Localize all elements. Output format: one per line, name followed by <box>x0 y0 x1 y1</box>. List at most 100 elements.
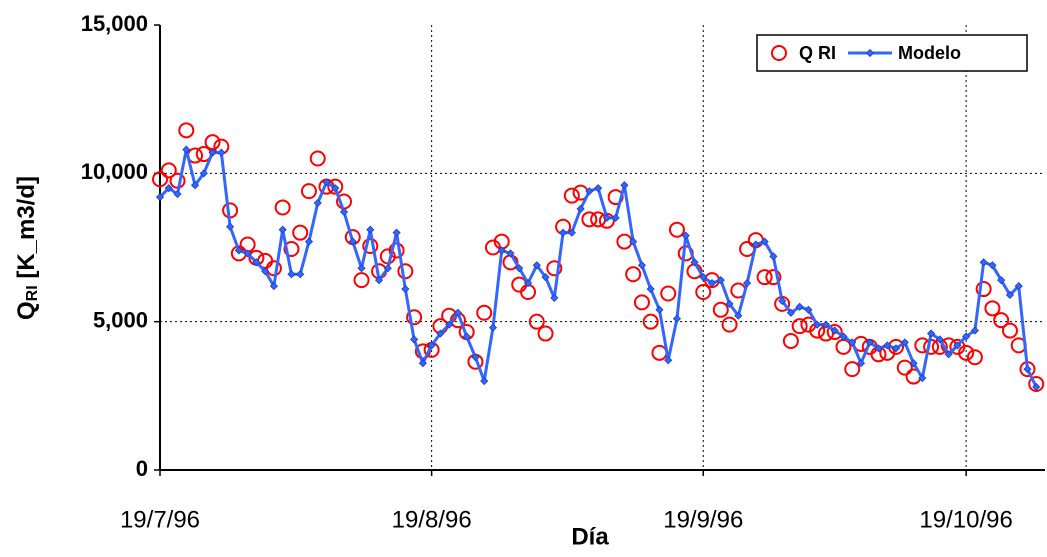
data-point <box>261 267 270 276</box>
data-point <box>546 260 563 277</box>
data-point <box>958 344 975 361</box>
data-point <box>388 242 405 259</box>
data-point <box>397 263 414 280</box>
data-point <box>576 204 585 213</box>
data-point <box>480 376 489 386</box>
data-point <box>559 228 568 237</box>
data-point <box>848 338 857 347</box>
data-point <box>681 231 690 240</box>
data-point <box>918 373 927 383</box>
data-point <box>984 300 1001 317</box>
data-point <box>953 341 962 350</box>
y-title-sub: RI <box>24 285 41 301</box>
data-point <box>699 273 708 282</box>
data-point <box>804 305 813 314</box>
data-point <box>199 169 208 178</box>
data-point <box>208 148 217 157</box>
data-point <box>975 281 992 298</box>
data-point <box>252 258 261 267</box>
data-point <box>523 279 533 288</box>
data-point <box>883 341 892 350</box>
data-point <box>839 332 848 341</box>
data-point <box>445 320 454 329</box>
data-point <box>637 261 646 270</box>
data-point <box>844 361 861 378</box>
data-point <box>993 312 1010 329</box>
legend-label: Modelo <box>898 43 961 63</box>
data-point <box>217 148 226 157</box>
data-point <box>348 237 357 246</box>
data-point <box>296 270 305 279</box>
data-point <box>541 273 550 282</box>
data-point <box>668 221 685 238</box>
data-point <box>292 224 309 241</box>
data-point <box>278 225 287 234</box>
data-point <box>970 326 979 335</box>
data-point <box>182 145 191 154</box>
data-point <box>629 237 638 246</box>
data-point <box>826 324 843 341</box>
data-point <box>190 181 200 190</box>
data-point <box>891 344 901 353</box>
data-point <box>927 329 936 338</box>
data-point <box>283 240 300 257</box>
data-point <box>760 237 769 246</box>
data-point <box>633 294 650 311</box>
data-point <box>406 309 423 326</box>
data-point <box>874 344 883 353</box>
data-point <box>471 353 480 362</box>
data-point <box>304 237 314 246</box>
data-point <box>152 171 168 188</box>
data-point <box>966 349 983 366</box>
data-point <box>331 184 340 193</box>
data-point <box>642 313 659 330</box>
data-point <box>716 276 725 285</box>
data-point <box>265 260 282 277</box>
data-point <box>357 264 366 273</box>
data-point <box>563 187 580 204</box>
data-point <box>155 193 165 202</box>
data-point <box>392 228 401 237</box>
data-point <box>743 279 752 288</box>
data-point <box>362 238 379 255</box>
y-tick-label: 10,000 <box>81 159 148 184</box>
data-point <box>585 187 594 196</box>
x-tick-label: 19/7/96 <box>120 506 200 533</box>
x-tick-label: 19/8/96 <box>392 506 472 533</box>
data-point <box>769 252 778 261</box>
data-point <box>765 269 782 286</box>
data-point <box>528 313 545 330</box>
data-point <box>418 359 427 368</box>
y-title-rest: [K_m3/d] <box>13 176 40 285</box>
data-point <box>515 264 524 273</box>
data-point <box>327 178 344 195</box>
data-point <box>309 150 326 167</box>
data-point <box>655 305 664 314</box>
data-point <box>506 249 515 258</box>
x-tick-label: 19/10/96 <box>919 506 1012 533</box>
data-point <box>835 338 852 355</box>
data-point <box>287 270 296 279</box>
legend-marker <box>865 48 875 58</box>
data-point <box>786 308 795 317</box>
data-point <box>274 199 291 216</box>
data-point <box>462 332 471 341</box>
data-point <box>782 332 799 349</box>
data-point <box>830 326 839 335</box>
data-point <box>979 258 988 267</box>
data-point <box>935 335 944 344</box>
data-point <box>778 296 787 305</box>
data-point <box>813 320 822 329</box>
data-point <box>896 359 913 376</box>
data-point <box>300 183 317 200</box>
x-axis-title: Día <box>571 523 609 550</box>
data-point <box>366 225 375 234</box>
data-point <box>594 184 603 193</box>
data-point <box>695 284 712 300</box>
data-point <box>962 332 971 341</box>
data-point <box>856 359 866 368</box>
y-axis-title: QRI [K_m3/d] <box>13 176 41 320</box>
data-point <box>602 213 611 222</box>
data-point <box>1032 382 1041 391</box>
data-point <box>620 181 629 190</box>
